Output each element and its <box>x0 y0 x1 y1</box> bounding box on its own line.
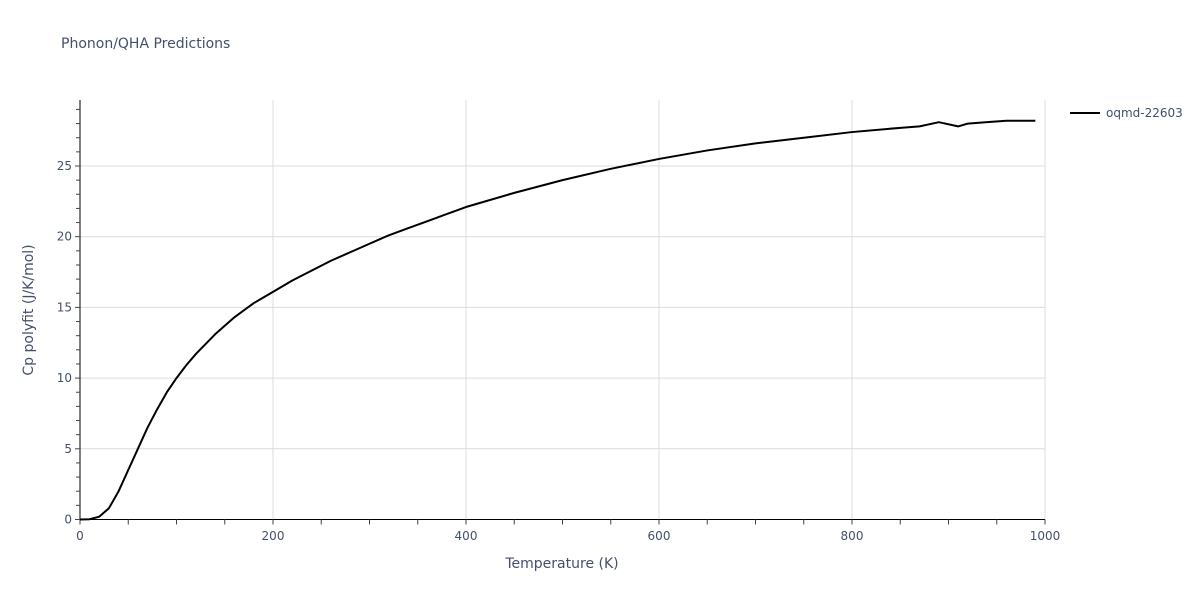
svg-text:200: 200 <box>262 529 285 543</box>
svg-text:800: 800 <box>841 529 864 543</box>
svg-text:0: 0 <box>64 513 72 527</box>
svg-text:20: 20 <box>57 230 72 244</box>
svg-text:5: 5 <box>64 442 72 456</box>
legend-item[interactable]: oqmd-22603 <box>1070 106 1183 120</box>
tick-labels: 0 200 400 600 800 1000 0 5 10 15 20 25 <box>57 159 1061 543</box>
svg-text:15: 15 <box>57 300 72 314</box>
svg-text:0: 0 <box>76 529 84 543</box>
svg-text:600: 600 <box>648 529 671 543</box>
chart-title: Phonon/QHA Predictions <box>61 36 231 52</box>
y-axis-title: Cp polyfit (J/K/mol) <box>21 244 37 375</box>
gridlines <box>80 100 1046 520</box>
svg-text:25: 25 <box>57 159 72 173</box>
svg-text:1000: 1000 <box>1030 529 1061 543</box>
series-line-oqmd-22603 <box>79 119 1036 521</box>
x-axis-title: Temperature (K) <box>504 556 618 572</box>
svg-text:10: 10 <box>57 371 72 385</box>
svg-text:400: 400 <box>455 529 478 543</box>
axes <box>75 100 1046 525</box>
legend-line-icon <box>1070 112 1100 114</box>
legend-label: oqmd-22603 <box>1106 106 1183 120</box>
